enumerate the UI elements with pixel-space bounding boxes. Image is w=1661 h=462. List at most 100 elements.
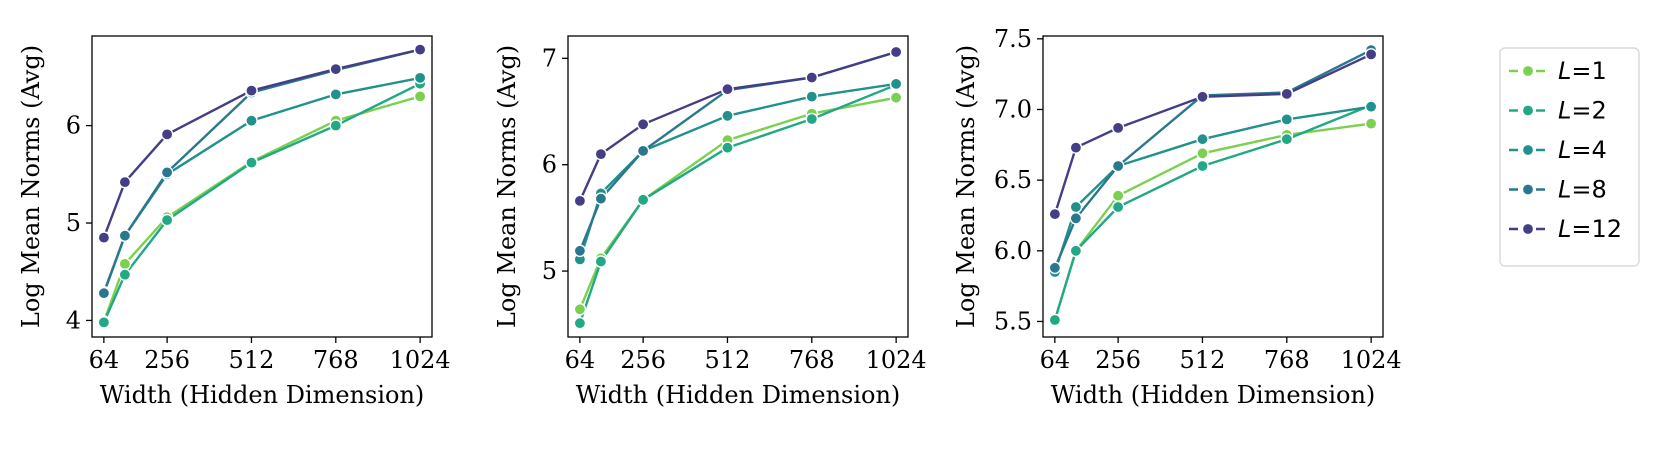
data-point bbox=[160, 128, 174, 141]
legend: L=1 L=2 L=4 L=8 L=12 bbox=[1499, 47, 1640, 267]
legend-label: L=12 bbox=[1558, 215, 1622, 243]
data-point bbox=[1196, 146, 1209, 160]
data-point bbox=[329, 62, 343, 76]
legend-label: L=4 bbox=[1558, 136, 1607, 164]
data-point bbox=[1196, 159, 1209, 173]
x-axis-label: Width (Hidden Dimension) bbox=[100, 381, 425, 409]
data-points bbox=[97, 43, 427, 329]
data-point bbox=[118, 175, 132, 189]
series-lines bbox=[1053, 48, 1373, 322]
data-point bbox=[1048, 207, 1062, 221]
data-point bbox=[1364, 48, 1378, 61]
y-tick-label: 7.5 bbox=[994, 25, 1032, 53]
y-axis-ticks: 5.5 6.0 6.5 7.0 7.5 bbox=[994, 25, 1043, 335]
panels: 64 256 512 768 1024 4 5 6 Width (Hidden Dimensio… bbox=[17, 25, 1402, 409]
data-point bbox=[329, 88, 343, 101]
data-point bbox=[721, 82, 734, 96]
data-point bbox=[805, 71, 819, 84]
data-point bbox=[1280, 87, 1294, 101]
x-tick-label: 512 bbox=[1180, 346, 1226, 374]
y-axis-label: Log Mean Norms (Avg) bbox=[493, 45, 521, 328]
x-tick-label: 1024 bbox=[1341, 346, 1402, 374]
legend-frame bbox=[1499, 47, 1640, 267]
data-point bbox=[636, 193, 650, 207]
legend-marker bbox=[1521, 104, 1535, 117]
y-tick-label: 6.0 bbox=[994, 237, 1032, 265]
data-point bbox=[1069, 141, 1083, 154]
data-point bbox=[721, 141, 734, 154]
data-point bbox=[118, 257, 132, 271]
data-point bbox=[636, 118, 650, 131]
x-axis-label: Width (Hidden Dimension) bbox=[1051, 381, 1376, 409]
y-tick-label: 7.0 bbox=[994, 95, 1032, 123]
data-point bbox=[573, 194, 587, 208]
data-point bbox=[805, 112, 819, 126]
legend-items: L=1 L=2 L=4 L=8 L=12 bbox=[1509, 57, 1622, 243]
legend-item: L=4 bbox=[1509, 136, 1607, 164]
y-tick-label: 5.5 bbox=[994, 307, 1032, 335]
data-point bbox=[160, 166, 174, 179]
legend-marker bbox=[1521, 222, 1535, 236]
x-tick-label: 1024 bbox=[390, 346, 451, 374]
y-tick-label: 6 bbox=[542, 151, 557, 179]
data-point bbox=[1111, 121, 1125, 135]
series-line bbox=[578, 50, 898, 203]
data-point bbox=[1280, 132, 1294, 146]
data-point bbox=[97, 286, 111, 300]
x-tick-label: 64 bbox=[89, 346, 120, 374]
y-tick-label: 6 bbox=[66, 112, 81, 140]
data-point bbox=[1069, 244, 1083, 258]
x-axis-ticks: 64 256 512 768 1024 bbox=[565, 337, 927, 374]
data-point bbox=[1111, 189, 1125, 202]
data-point bbox=[1111, 159, 1125, 173]
series-line bbox=[578, 83, 898, 325]
data-point bbox=[245, 114, 258, 127]
data-point bbox=[1196, 90, 1209, 104]
data-point bbox=[1364, 117, 1378, 130]
x-tick-label: 64 bbox=[565, 346, 596, 374]
y-axis-ticks: 4 5 6 bbox=[66, 112, 92, 334]
legend-marker bbox=[1521, 143, 1535, 157]
data-point bbox=[594, 147, 608, 161]
data-point bbox=[245, 84, 258, 97]
x-tick-label: 512 bbox=[229, 346, 275, 374]
chart-panel-3: 64 256 512 768 1024 5.5 6.0 6.5 7.0 7.5 Width (Hid… bbox=[952, 25, 1402, 409]
series-line bbox=[1053, 103, 1373, 322]
y-tick-label: 5 bbox=[542, 257, 557, 285]
data-point bbox=[1280, 113, 1294, 126]
data-point bbox=[413, 90, 427, 103]
x-axis-ticks: 64 256 512 768 1024 bbox=[89, 337, 451, 374]
series-line bbox=[578, 96, 898, 311]
data-point bbox=[573, 244, 587, 258]
legend-label: L=1 bbox=[1558, 57, 1607, 85]
data-point bbox=[573, 316, 587, 330]
data-point bbox=[97, 231, 111, 244]
data-point bbox=[160, 213, 174, 227]
x-tick-label: 64 bbox=[1040, 346, 1071, 374]
legend-label: L=2 bbox=[1558, 97, 1607, 125]
legend-item: L=8 bbox=[1509, 176, 1607, 204]
x-tick-label: 768 bbox=[789, 346, 835, 374]
data-points bbox=[1048, 43, 1378, 327]
x-tick-label: 256 bbox=[144, 346, 190, 374]
data-point bbox=[889, 91, 903, 104]
axes-frame bbox=[567, 35, 909, 338]
x-axis-label: Width (Hidden Dimension) bbox=[576, 381, 901, 409]
x-tick-label: 768 bbox=[1264, 346, 1310, 374]
legend-marker bbox=[1521, 64, 1535, 78]
data-point bbox=[329, 119, 343, 132]
data-point bbox=[1069, 211, 1083, 225]
legend-item: L=12 bbox=[1509, 215, 1622, 243]
data-point bbox=[245, 156, 258, 169]
series-lines bbox=[578, 50, 898, 325]
series-line bbox=[578, 82, 898, 261]
data-point bbox=[118, 268, 132, 282]
data-point bbox=[413, 43, 427, 56]
data-point bbox=[889, 77, 903, 91]
x-tick-label: 256 bbox=[1095, 346, 1141, 374]
y-axis-ticks: 5 6 7 bbox=[542, 44, 568, 285]
axes-frame bbox=[91, 35, 433, 338]
data-point bbox=[1364, 100, 1378, 113]
data-point bbox=[805, 90, 819, 103]
data-point bbox=[1111, 200, 1125, 214]
